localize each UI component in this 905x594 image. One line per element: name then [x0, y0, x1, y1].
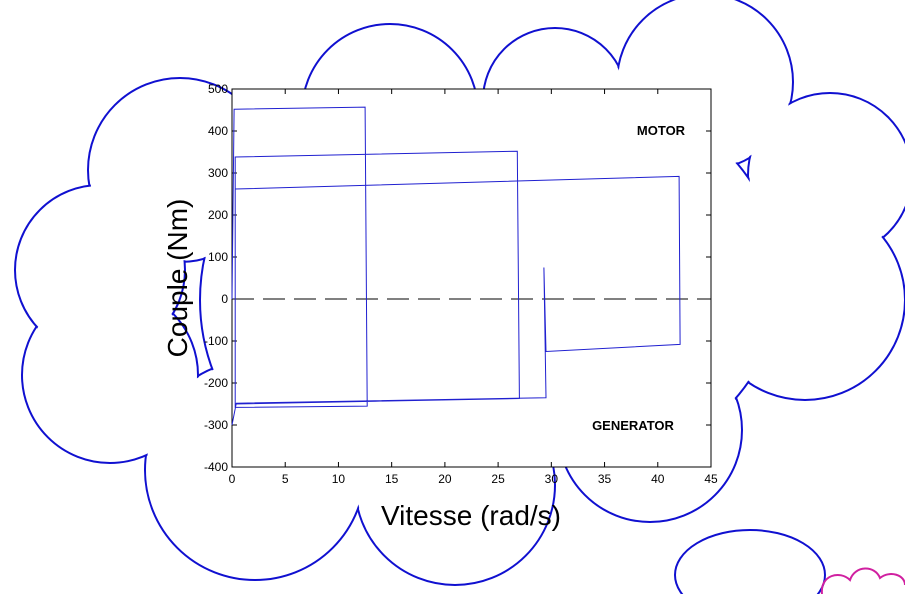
y-tick-label: 200	[208, 208, 228, 222]
y-tick-label: 400	[208, 124, 228, 138]
y-tick-label: -100	[204, 334, 228, 348]
annotation: MOTOR	[637, 123, 686, 138]
y-axis-label: Couple (Nm)	[162, 199, 193, 358]
y-tick-label: 100	[208, 250, 228, 264]
x-tick-label: 20	[438, 472, 452, 486]
x-tick-label: 10	[332, 472, 346, 486]
x-tick-label: 25	[491, 472, 505, 486]
y-tick-label: -400	[204, 460, 228, 474]
y-tick-label: 500	[208, 82, 228, 96]
y-tick-label: -200	[204, 376, 228, 390]
plot-area	[231, 88, 712, 468]
x-tick-label: 0	[229, 472, 236, 486]
data-line	[231, 106, 681, 426]
small-cloud	[674, 529, 905, 594]
x-tick-label: 15	[385, 472, 399, 486]
annotation: GENERATOR	[592, 418, 674, 433]
x-tick-label: 35	[598, 472, 612, 486]
y-tick-label: 300	[208, 166, 228, 180]
x-tick-label: 30	[545, 472, 559, 486]
y-tick-label: 0	[221, 292, 228, 306]
x-tick-label: 40	[651, 472, 665, 486]
x-tick-label: 45	[704, 472, 718, 486]
x-axis-label: Vitesse (rad/s)	[381, 500, 561, 531]
cloud-fill	[16, 186, 184, 354]
y-tick-label: -300	[204, 418, 228, 432]
x-tick-label: 5	[282, 472, 289, 486]
